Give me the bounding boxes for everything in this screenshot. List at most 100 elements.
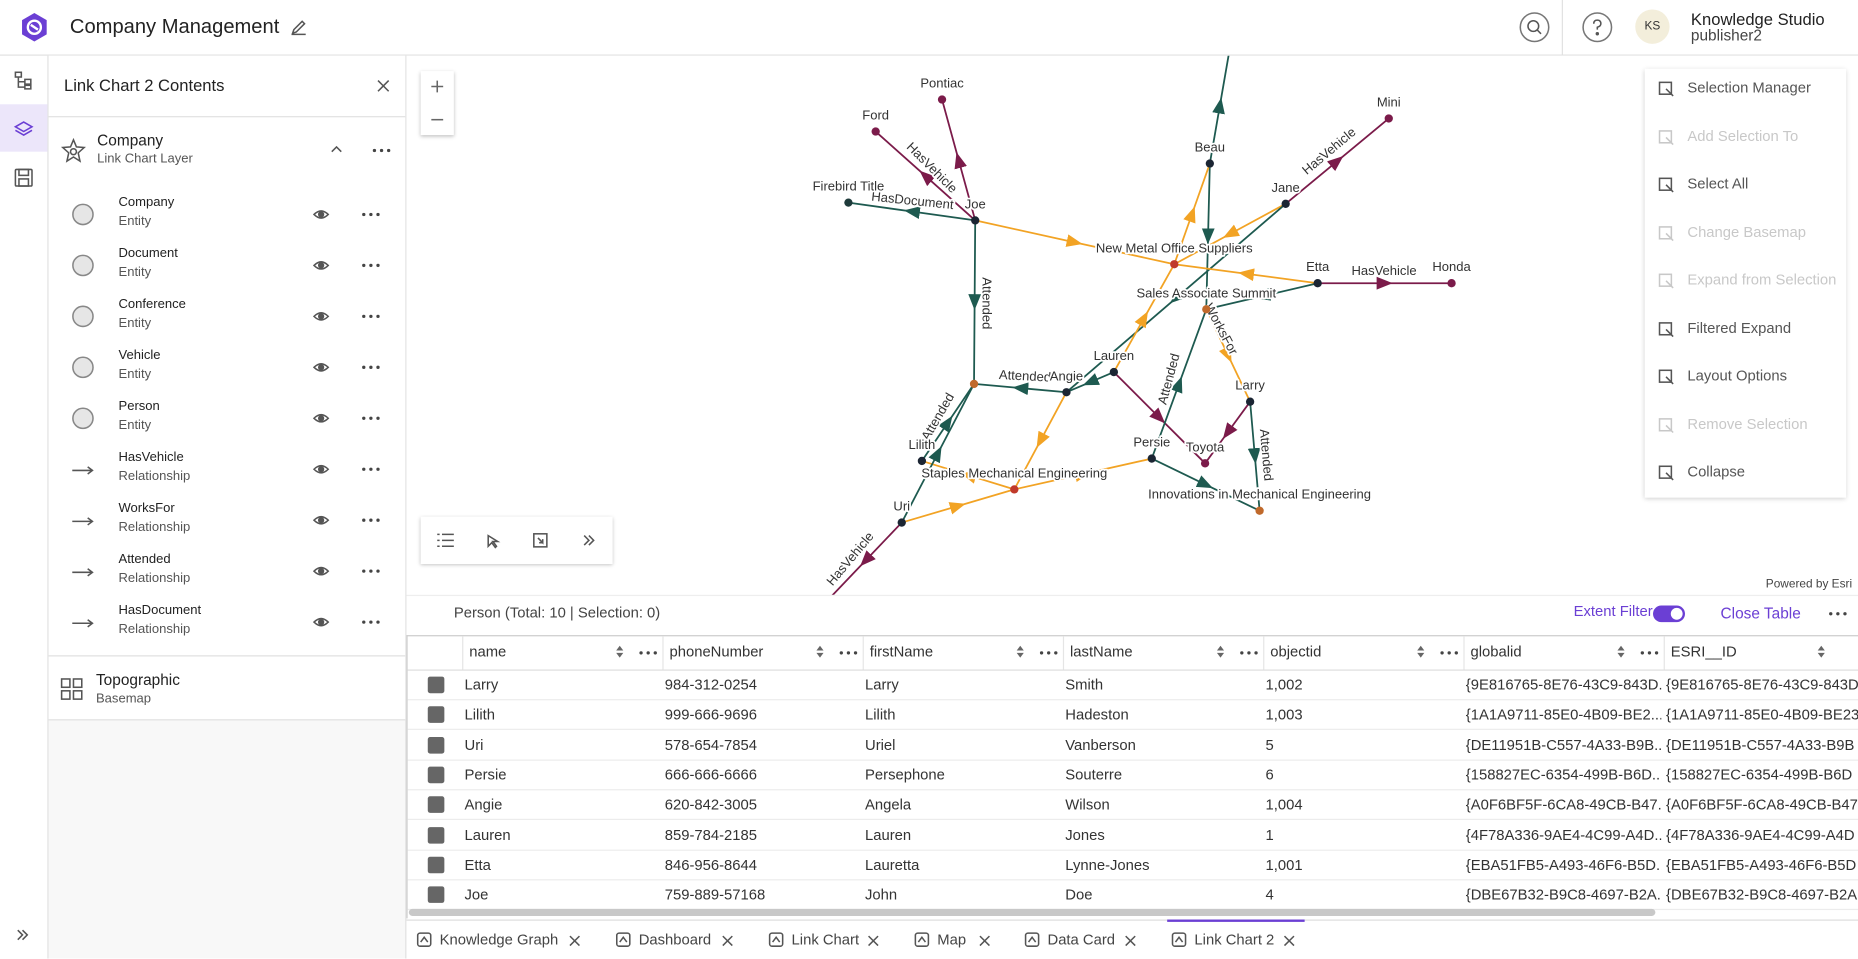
- column-header[interactable]: name: [469, 643, 507, 661]
- column-header[interactable]: ESRI__ID: [1670, 643, 1737, 661]
- menu-item[interactable]: Collapse: [1687, 463, 1746, 480]
- tab-label[interactable]: Dashboard: [638, 931, 712, 948]
- visibility-icon[interactable]: [312, 260, 330, 272]
- row-checkbox[interactable]: [427, 886, 445, 904]
- row-checkbox[interactable]: [427, 706, 445, 724]
- row-checkbox[interactable]: [427, 826, 445, 844]
- tab-label[interactable]: Knowledge Graph: [439, 931, 559, 948]
- close-tab-button[interactable]: [1283, 935, 1295, 947]
- menu-item[interactable]: Filtered Expand: [1687, 319, 1792, 336]
- layer-options-button[interactable]: [372, 148, 391, 153]
- table-options-button[interactable]: [1828, 611, 1847, 616]
- tab-label[interactable]: Data Card: [1047, 931, 1116, 948]
- zoom-out-button[interactable]: [431, 114, 444, 126]
- menu-icon: [1658, 177, 1674, 193]
- select-button[interactable]: [487, 534, 501, 549]
- close-table-button[interactable]: Close Table: [1720, 604, 1801, 623]
- tab-label[interactable]: Link Chart: [791, 931, 860, 948]
- visibility-icon[interactable]: [312, 310, 330, 322]
- row-checkbox[interactable]: [427, 796, 445, 814]
- column-header[interactable]: globalid: [1470, 643, 1522, 661]
- row-checkbox[interactable]: [427, 856, 445, 874]
- item-options-button[interactable]: [361, 467, 380, 472]
- rail-graph-button-part: [24, 84, 32, 90]
- extent-filter-label[interactable]: Extent Filter: [1573, 603, 1653, 620]
- rail-save-button[interactable]: [14, 168, 33, 187]
- menu-item[interactable]: Selection Manager: [1687, 79, 1811, 96]
- table-cell: Smith: [1065, 676, 1104, 694]
- visibility-icon[interactable]: [312, 412, 330, 424]
- sort-button[interactable]: [1417, 645, 1425, 658]
- visibility-icon[interactable]: [312, 361, 330, 373]
- close-tab-button[interactable]: [868, 935, 879, 947]
- visibility-icon[interactable]: [312, 565, 330, 577]
- visibility-icon[interactable]: [312, 616, 330, 628]
- column-options-button[interactable]: [639, 651, 658, 656]
- sort-button[interactable]: [1216, 645, 1225, 658]
- user-avatar[interactable]: KS: [1635, 9, 1670, 44]
- map-menu: [1644, 68, 1847, 498]
- item-options-button[interactable]: [361, 212, 380, 217]
- help-button[interactable]: [1582, 12, 1613, 43]
- list-button[interactable]: [437, 533, 454, 548]
- item-options-button[interactable]: [361, 416, 380, 421]
- column-options-button[interactable]: [1239, 651, 1258, 656]
- sort-button[interactable]: [1617, 645, 1625, 658]
- expand-toolbar-button[interactable]: [583, 534, 595, 546]
- visibility-icon[interactable]: [312, 514, 330, 526]
- column-header[interactable]: lastName: [1070, 643, 1133, 661]
- sort-button[interactable]: [1016, 645, 1024, 658]
- extent-button[interactable]: [533, 533, 548, 548]
- node-label: Toyota: [1186, 439, 1225, 454]
- column-options-button[interactable]: [1039, 651, 1058, 656]
- close-tab-button[interactable]: [1125, 935, 1136, 947]
- item-options-button[interactable]: [361, 569, 380, 574]
- divider: [48, 116, 406, 118]
- rail-graph-button[interactable]: [14, 71, 33, 90]
- extent-filter-toggle[interactable]: [1653, 605, 1685, 623]
- sort-button[interactable]: [1817, 645, 1825, 658]
- column-options-button-part: [1054, 651, 1058, 655]
- zoom-in-button[interactable]: [431, 80, 444, 93]
- row-checkbox[interactable]: [427, 676, 445, 694]
- menu-item: Change Basemap: [1687, 223, 1806, 240]
- column-header[interactable]: firstName: [869, 643, 934, 661]
- table-cell: Uri: [464, 736, 484, 754]
- rail-layers-button[interactable]: [13, 120, 34, 139]
- tab-label[interactable]: Map: [937, 931, 967, 948]
- column-options-button[interactable]: [839, 651, 858, 656]
- basemap-icon-part: [72, 690, 83, 700]
- link-chart-map[interactable]: HasVehicleHasDocumentAttendedHasVehicleH…: [406, 55, 1858, 595]
- row-checkbox[interactable]: [427, 766, 445, 784]
- item-options-button[interactable]: [361, 365, 380, 370]
- sort-button[interactable]: [816, 645, 824, 658]
- menu-icon: [1658, 417, 1674, 433]
- tab-label[interactable]: Link Chart 2: [1194, 931, 1275, 948]
- menu-item[interactable]: Select All: [1687, 175, 1749, 192]
- item-options-button[interactable]: [361, 518, 380, 523]
- horizontal-scrollbar[interactable]: [408, 908, 1656, 916]
- close-tab-button[interactable]: [722, 935, 733, 947]
- collapse-layer-button[interactable]: [331, 145, 343, 153]
- visibility-icon[interactable]: [312, 209, 330, 221]
- item-options-button[interactable]: [361, 620, 380, 625]
- sort-button[interactable]: [616, 645, 624, 658]
- close-panel-button[interactable]: [377, 80, 390, 92]
- visibility-icon[interactable]: [312, 463, 330, 475]
- row-checkbox[interactable]: [427, 736, 445, 754]
- close-tab-button[interactable]: [569, 935, 580, 947]
- close-tab-button-part: [979, 935, 990, 947]
- column-options-button[interactable]: [1440, 651, 1459, 656]
- menu-item[interactable]: Layout Options: [1687, 367, 1788, 384]
- item-options-button[interactable]: [361, 314, 380, 319]
- close-tab-button[interactable]: [979, 935, 990, 947]
- item-options-button-part: [376, 365, 380, 369]
- column-options-button-part: [639, 651, 643, 655]
- column-header[interactable]: objectid: [1270, 643, 1322, 661]
- edit-title-button[interactable]: [290, 19, 307, 36]
- search-button[interactable]: [1519, 12, 1550, 43]
- column-options-button[interactable]: [1640, 651, 1659, 656]
- column-header[interactable]: phoneNumber: [669, 643, 764, 661]
- item-options-button[interactable]: [361, 263, 380, 268]
- rail-expand-button[interactable]: [17, 929, 29, 941]
